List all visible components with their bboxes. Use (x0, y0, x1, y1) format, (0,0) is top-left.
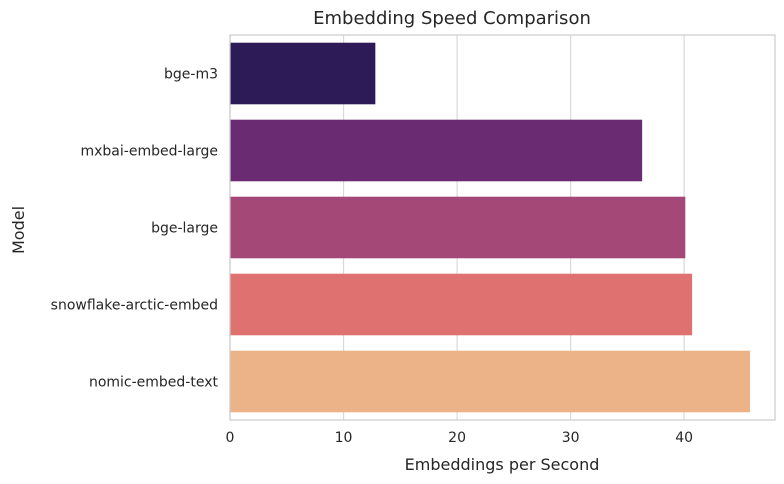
x-tick-label: 0 (226, 430, 235, 446)
plot-frame (229, 34, 776, 421)
x-axis-title: Embeddings per Second (405, 455, 600, 474)
y-tick-label: snowflake-arctic-embed (51, 298, 218, 314)
x-tick-label: 40 (675, 430, 693, 446)
bar (230, 196, 686, 259)
chart-title: Embedding Speed Comparison (313, 8, 591, 29)
bar (230, 273, 693, 336)
y-tick-label: bge-large (151, 221, 218, 237)
x-tick-label: 20 (448, 430, 466, 446)
bar (230, 119, 643, 182)
y-tick-label: mxbai-embed-large (81, 144, 219, 160)
y-tick-label: nomic-embed-text (89, 375, 219, 391)
bar (230, 350, 751, 413)
y-tick-labels: bge-m3 mxbai-embed-large bge-large snowflak… (51, 67, 219, 391)
y-tick-label: bge-m3 (164, 67, 218, 83)
x-tick-label: 30 (562, 430, 580, 446)
x-tick-label: 10 (335, 430, 353, 446)
bars (230, 42, 751, 413)
bar (230, 42, 376, 105)
x-tick-labels: 0 10 20 30 40 (226, 430, 694, 446)
y-axis-title: Model (9, 206, 28, 254)
